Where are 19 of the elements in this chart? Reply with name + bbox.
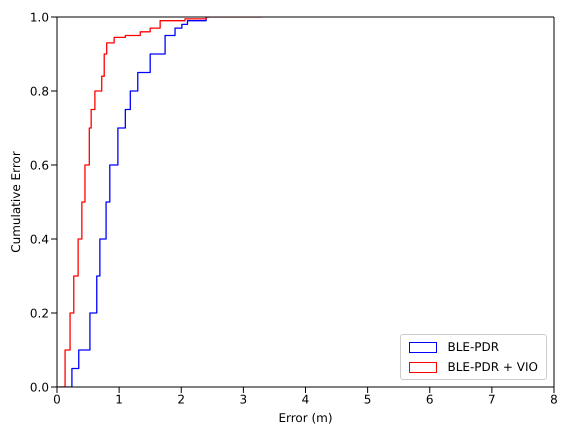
x-tick-label: 3 xyxy=(240,392,248,407)
y-tick-label: 0.0 xyxy=(30,380,49,394)
y-tick-label: 0.8 xyxy=(30,84,49,98)
x-tick-label: 4 xyxy=(302,392,310,407)
y-tick-label: 1.0 xyxy=(30,10,49,24)
x-tick-label: 1 xyxy=(115,392,123,407)
x-tick-label: 6 xyxy=(426,392,434,407)
y-axis-title: Cumulative Error xyxy=(9,151,23,253)
legend-label: BLE-PDR + VIO xyxy=(447,359,538,376)
x-axis-title: Error (m) xyxy=(278,411,333,425)
x-tick-label: 2 xyxy=(177,392,186,407)
x-tick-label: 0 xyxy=(53,392,61,407)
x-tick-label: 8 xyxy=(550,392,558,407)
y-tick-label: 0.6 xyxy=(30,158,49,172)
legend-label: BLE-PDR xyxy=(447,339,500,356)
x-tick-label: 7 xyxy=(488,392,496,407)
y-tick-label: 0.2 xyxy=(30,306,49,320)
y-tick-label: 0.4 xyxy=(30,232,49,246)
x-tick-label: 5 xyxy=(364,392,372,407)
